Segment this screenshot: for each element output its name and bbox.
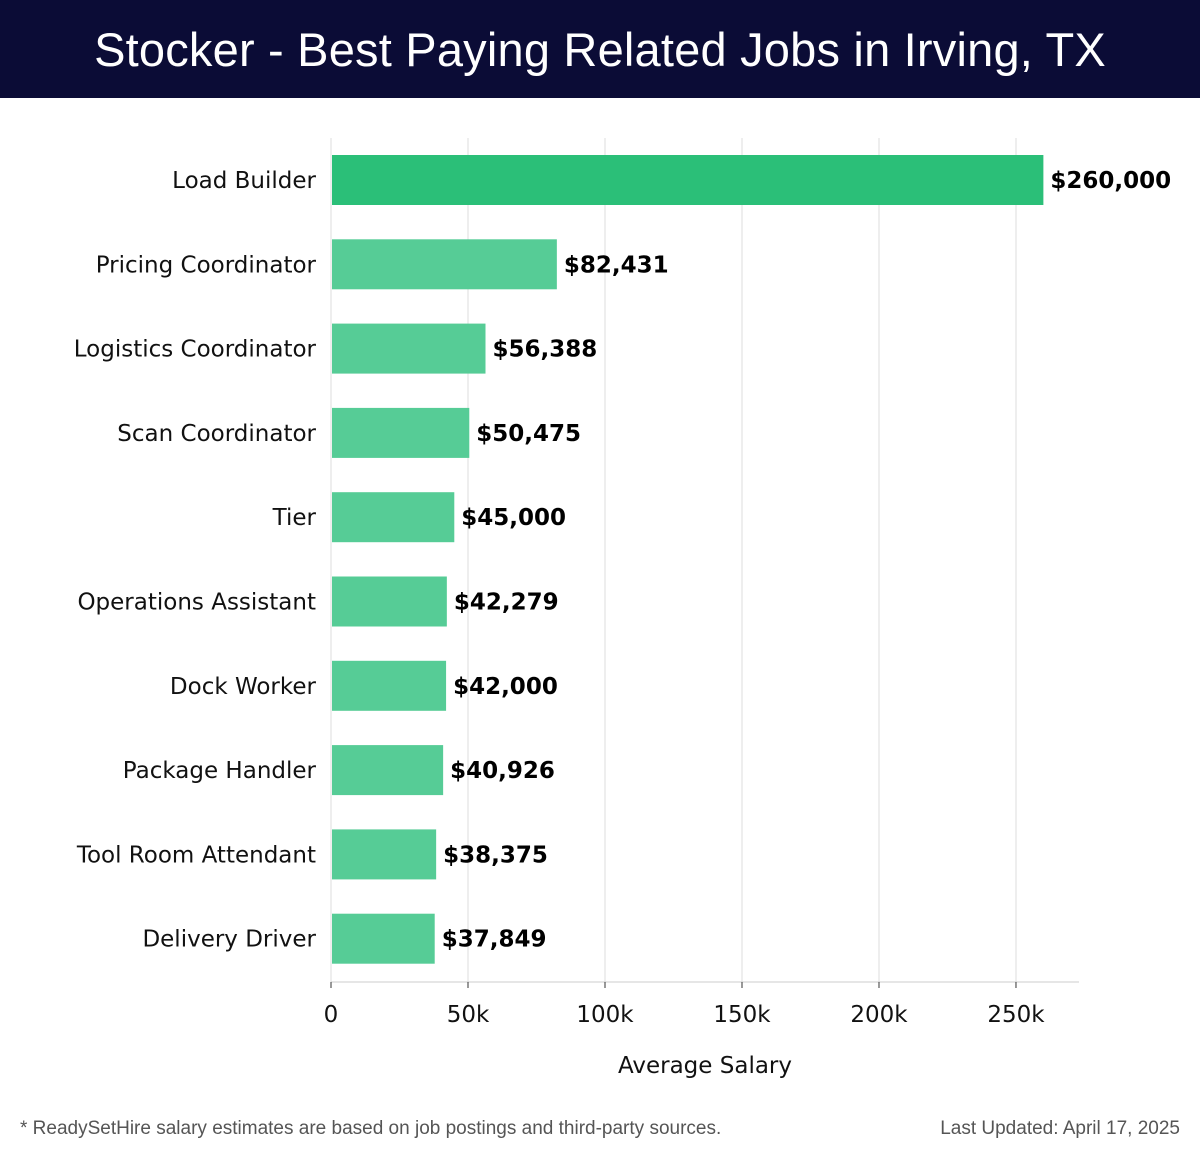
category-label: Package Handler	[123, 758, 317, 784]
category-label: Load Builder	[172, 168, 316, 194]
x-tick-label: 200k	[850, 1002, 908, 1028]
value-label: $45,000	[461, 505, 566, 531]
value-label: $37,849	[442, 927, 547, 953]
value-label: $260,000	[1050, 168, 1171, 194]
bar	[332, 576, 447, 627]
bar	[332, 407, 470, 458]
header-banner: Stocker - Best Paying Related Jobs in Ir…	[0, 0, 1200, 98]
last-updated: Last Updated: April 17, 2025	[940, 1118, 1180, 1139]
bar	[332, 829, 437, 880]
category-labels: Load Builder Pricing Coordinator Logistics…	[74, 168, 317, 953]
value-labels: $260,000 $82,431 $56,388 $50,475 $45,000 $42,…	[442, 168, 1171, 953]
bars	[332, 155, 1044, 964]
value-label: $50,475	[476, 421, 581, 447]
value-label: $56,388	[492, 337, 597, 363]
x-tick-label: 150k	[713, 1002, 771, 1028]
bar	[332, 323, 486, 374]
bar	[332, 155, 1044, 205]
category-label: Delivery Driver	[142, 927, 316, 953]
bar	[332, 745, 444, 796]
category-label: Scan Coordinator	[117, 421, 316, 447]
x-tick-label: 50k	[447, 1002, 490, 1028]
value-label: $82,431	[564, 252, 669, 278]
value-label: $40,926	[450, 758, 555, 784]
category-label: Tier	[272, 505, 317, 531]
x-tick-label: 250k	[987, 1002, 1045, 1028]
value-label: $38,375	[443, 842, 548, 868]
footer-note: * ReadySetHire salary estimates are base…	[20, 1118, 722, 1139]
category-label: Tool Room Attendant	[76, 842, 316, 868]
chart-title: Stocker - Best Paying Related Jobs in Ir…	[94, 22, 1106, 76]
bar	[332, 660, 447, 711]
category-label: Logistics Coordinator	[74, 337, 317, 363]
category-label: Pricing Coordinator	[96, 252, 317, 278]
bar	[332, 492, 455, 543]
value-label: $42,279	[454, 590, 559, 616]
x-tick-label: 100k	[576, 1002, 634, 1028]
x-axis-title: Average Salary	[618, 1053, 792, 1079]
x-tick-label: 0	[324, 1002, 339, 1028]
bar	[332, 239, 557, 290]
x-axis: 0 50k 100k 150k 200k 250k Average Salary	[324, 981, 1079, 1079]
value-label: $42,000	[453, 674, 558, 700]
bar	[332, 913, 435, 964]
category-label: Operations Assistant	[77, 590, 316, 616]
bar-chart: 0 50k 100k 150k 200k 250k Average Salary Load …	[74, 138, 1171, 1079]
category-label: Dock Worker	[170, 674, 317, 700]
